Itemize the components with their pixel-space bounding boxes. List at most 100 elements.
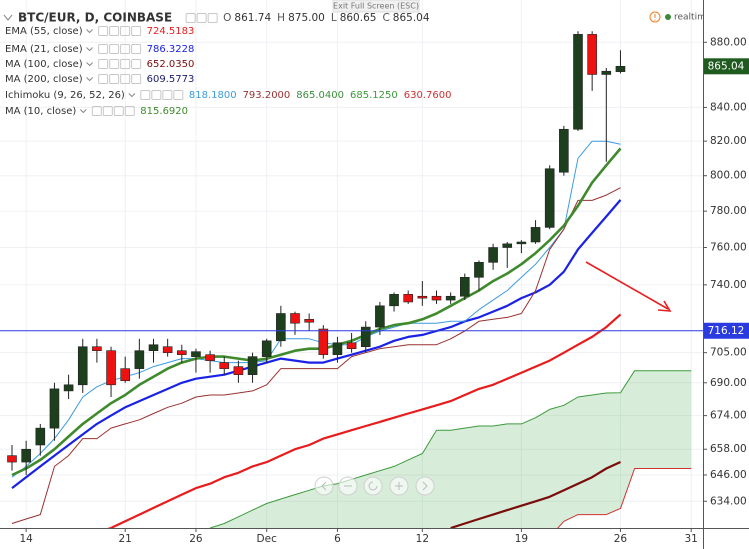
legend-name: MA (100, close)	[5, 59, 83, 70]
plot-area	[0, 0, 703, 528]
legend-icon	[120, 74, 131, 84]
legend-icon	[109, 44, 120, 54]
candle-body	[7, 455, 17, 463]
legend-value: 630.7600	[404, 90, 452, 101]
candle-body	[403, 294, 414, 303]
candle-body	[77, 346, 88, 386]
legend-icon	[140, 90, 151, 100]
candle-body	[587, 34, 597, 75]
legend-icon	[91, 106, 102, 116]
legend-icon	[131, 26, 142, 36]
y-tick-label: 740.00	[710, 279, 747, 291]
exit-fullscreen-label[interactable]: Exit Full Screen (ESC)	[333, 2, 419, 11]
legend-value: 793.2000	[243, 90, 291, 101]
legend-name: EMA (21, close)	[5, 44, 83, 55]
legend-caret	[86, 29, 93, 34]
candle-body	[177, 350, 187, 355]
overlay: Exit Full Screen (ESC) realtime BTC/EUR,…	[3, 0, 712, 496]
ohlc-value: 875.00	[288, 12, 325, 24]
candle-body	[332, 342, 343, 355]
candle-body	[459, 276, 470, 297]
candle-body	[120, 368, 130, 382]
x-tick-label: 12	[416, 533, 429, 545]
ohlc-key: C	[382, 12, 389, 24]
legend-value: 685.1250	[350, 90, 398, 101]
x-tick-label: 31	[685, 533, 698, 545]
candle-body	[502, 243, 513, 248]
legend-icon	[185, 13, 196, 23]
candle-body	[49, 388, 60, 429]
legend-icon	[196, 13, 207, 23]
y-tick-label: 705.00	[710, 347, 747, 359]
legend-name: EMA (55, close)	[5, 26, 83, 37]
icon	[422, 481, 428, 491]
legend-value: 818.1800	[189, 90, 237, 101]
ohlc-readout: O 861.74 H 875.00 L 860.65 C 865.04	[223, 12, 430, 24]
indicator-line	[107, 313, 622, 528]
scroll-left-button[interactable]	[314, 476, 334, 496]
legend-icon	[120, 44, 131, 54]
candle-body	[247, 356, 258, 375]
arrow-annotation	[585, 261, 669, 310]
ohlc-key: H	[277, 12, 285, 24]
candle-body	[35, 427, 46, 446]
warning-icon[interactable]	[649, 11, 661, 23]
legend-value: 609.5773	[147, 74, 195, 85]
legend-caret	[86, 77, 94, 82]
candle-body	[417, 295, 428, 299]
x-tick-label: 19	[515, 533, 528, 545]
candle-body	[148, 344, 159, 351]
ohlc-value: 860.65	[340, 12, 377, 24]
x-tick-label: 26	[614, 533, 628, 545]
legend-icon	[98, 74, 109, 84]
candle-body	[63, 384, 74, 392]
legend-value: 815.6920	[140, 106, 188, 117]
legend-icon	[98, 26, 109, 36]
ichimoku-line	[209, 370, 692, 528]
legend-name: MA (10, close)	[5, 106, 76, 117]
arrow-head	[657, 300, 672, 312]
reset-button[interactable]	[363, 476, 383, 496]
candle-body	[431, 295, 442, 301]
time-axis	[0, 528, 703, 549]
candle-body	[290, 313, 300, 324]
y-tick-label: 690.00	[710, 377, 747, 389]
legend-icon	[109, 59, 120, 69]
nav-buttons[interactable]	[314, 476, 435, 496]
exit-fullscreen-tab[interactable]	[332, 0, 420, 13]
ohlc-key: O	[223, 12, 231, 24]
x-tick-label: 14	[19, 533, 33, 545]
legend-icon	[98, 59, 109, 69]
scroll-right-button[interactable]	[415, 476, 435, 496]
y-tick-label: 880.00	[710, 36, 747, 48]
ichimoku-line	[557, 468, 692, 528]
y-tick-label: 800.00	[710, 170, 747, 182]
candle-body	[162, 346, 173, 353]
indicator-line	[450, 460, 621, 528]
y-tick-label: 760.00	[710, 242, 747, 254]
candle-body	[92, 346, 102, 351]
last-price-label: 865.04	[708, 60, 745, 72]
candle-body	[21, 448, 31, 463]
candle-body	[233, 366, 244, 375]
legend-icon	[151, 90, 162, 100]
last-price-label-bg	[704, 58, 749, 75]
legend-values: 724.5183	[147, 26, 195, 37]
icon	[321, 481, 327, 491]
legend-value: 786.3228	[147, 44, 195, 55]
legend-icon	[113, 106, 124, 116]
y-tick-label: 658.00	[710, 443, 747, 455]
legend-icon	[131, 44, 142, 54]
x-tick-label: Dec	[257, 533, 278, 545]
candle-body	[191, 351, 201, 357]
candle-body	[219, 362, 230, 369]
candle-body	[389, 294, 399, 307]
realtime-dot	[665, 14, 671, 20]
legend-icon	[131, 74, 142, 84]
legend-values: 815.6920	[140, 106, 188, 117]
legend-values: 609.5773	[147, 74, 195, 85]
icon	[368, 481, 378, 491]
candle-body	[304, 319, 314, 323]
legend-value: 865.0400	[296, 90, 344, 101]
